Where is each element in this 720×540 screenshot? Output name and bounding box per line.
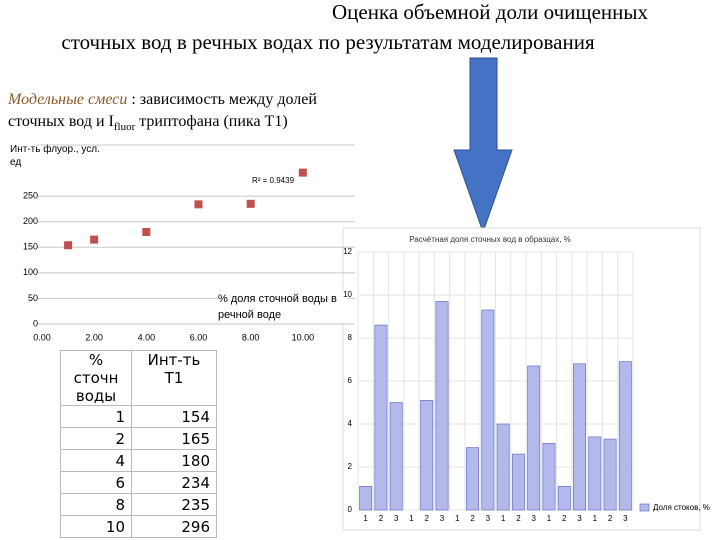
title-line: сточных вод в речных водах по результата… bbox=[61, 30, 595, 54]
chart-title: Расчётная доля сточных вод в образцах, % bbox=[409, 235, 571, 244]
x-tick-label: 3 bbox=[531, 514, 536, 523]
table-cell: 234 bbox=[131, 471, 217, 494]
y-tick-label: 6 bbox=[348, 376, 353, 385]
table-header: % сточн воды bbox=[60, 350, 132, 406]
subtitle: Модельные смеси: зависимость между долей bbox=[7, 91, 317, 108]
point bbox=[298, 168, 307, 177]
table-cell: 235 bbox=[131, 493, 217, 516]
table-cell: 296 bbox=[131, 515, 217, 538]
annotation: R² = 0.9439 bbox=[252, 176, 295, 185]
bar bbox=[603, 438, 617, 511]
title-line: Оценка объемной доли очищенных bbox=[332, 0, 648, 24]
x-tick-label: 1 bbox=[501, 514, 506, 523]
bar bbox=[466, 447, 480, 511]
x-tick-label: 0.00 bbox=[33, 332, 51, 342]
table-cell: 6 bbox=[60, 471, 132, 494]
subtitle: сточных вод и Ifluor триптофана (пика T1) bbox=[8, 113, 288, 133]
y-tick-label: 100 bbox=[23, 267, 38, 277]
x-tick-label: 3 bbox=[394, 514, 399, 523]
point bbox=[142, 227, 151, 236]
table-cell: 180 bbox=[131, 449, 217, 472]
y-tick-label: 0 bbox=[348, 505, 353, 514]
bar bbox=[588, 436, 602, 511]
subtitle-text: сточных вод и I bbox=[8, 113, 114, 130]
y-tick-label: 50 bbox=[28, 293, 38, 303]
x-tick-label: 2 bbox=[470, 514, 475, 523]
x-tick-label: 3 bbox=[577, 514, 582, 523]
data-table: % сточн воды Инт-ть T1 1 154 2 165 4 180 6 234 8 2… bbox=[60, 350, 217, 538]
point bbox=[194, 200, 203, 209]
y-tick-label: 200 bbox=[23, 216, 38, 226]
bar bbox=[573, 363, 586, 511]
x-tick-label: 1 bbox=[409, 514, 414, 523]
bar bbox=[542, 443, 556, 511]
x-tick-label: 1 bbox=[363, 514, 368, 523]
bar bbox=[389, 402, 403, 511]
bar bbox=[435, 301, 449, 511]
y-tick-label: 150 bbox=[23, 242, 38, 252]
bar bbox=[374, 324, 388, 511]
bar bbox=[511, 453, 525, 511]
y-tick-label: 12 bbox=[343, 247, 352, 256]
subtitle-lead: Модельные смеси bbox=[7, 91, 127, 108]
y-tick-label: 250 bbox=[23, 191, 38, 201]
bar bbox=[527, 365, 541, 511]
bar bbox=[618, 361, 632, 511]
x-tick-label: 2 bbox=[516, 514, 521, 523]
x-tick-label: 3 bbox=[440, 514, 445, 523]
x-tick-label: 1 bbox=[593, 514, 598, 523]
legend-label: Доля стоков, % bbox=[653, 503, 710, 512]
x-tick-label: 8.00 bbox=[242, 332, 260, 342]
x-tick-label: 10.00 bbox=[292, 332, 315, 342]
x-tick-label: 2 bbox=[425, 514, 430, 523]
bar bbox=[420, 400, 434, 511]
table-cell: 165 bbox=[131, 427, 217, 450]
x-tick-label: 3 bbox=[623, 514, 628, 523]
bar bbox=[481, 309, 495, 511]
legend-swatch bbox=[639, 503, 650, 512]
point bbox=[64, 241, 73, 250]
table-cell: 4 bbox=[60, 449, 132, 472]
x-axis-label-box: % доля сточной воды в речной воде bbox=[218, 291, 348, 323]
bar bbox=[496, 423, 510, 511]
x-axis-label: % доля сточной воды в речной воде bbox=[218, 291, 348, 323]
table-cell: 154 bbox=[131, 405, 217, 428]
y-axis-label-box: Инт-ть флуор., усл. ед bbox=[10, 144, 100, 168]
y-tick-label: 10 bbox=[343, 290, 352, 299]
bar bbox=[557, 486, 571, 511]
x-tick-label: 1 bbox=[547, 514, 552, 523]
y-tick-label: 8 bbox=[348, 333, 353, 342]
subtitle-sub: fluor bbox=[114, 121, 136, 133]
x-tick-label: 3 bbox=[486, 514, 491, 523]
y-tick-label: 2 bbox=[348, 462, 353, 471]
x-tick-label: 2 bbox=[608, 514, 613, 523]
table-cell: 10 bbox=[60, 515, 132, 538]
subtitle-text: триптофана (пика T1) bbox=[139, 113, 287, 130]
table-cell: 8 bbox=[60, 493, 132, 516]
subtitle-text: : зависимость между долей bbox=[131, 91, 317, 108]
point bbox=[90, 235, 99, 244]
x-tick-label: 2 bbox=[379, 514, 384, 523]
y-tick-label: 4 bbox=[348, 419, 353, 428]
x-tick-label: 1 bbox=[455, 514, 460, 523]
x-tick-label: 2.00 bbox=[85, 332, 103, 342]
x-tick-label: 6.00 bbox=[190, 332, 208, 342]
x-tick-label: 2 bbox=[562, 514, 567, 523]
bar bbox=[359, 486, 373, 511]
table-header: Инт-ть T1 bbox=[131, 350, 217, 406]
arrow bbox=[453, 57, 513, 234]
table-cell: 2 bbox=[60, 427, 132, 450]
y-tick-label: 0 bbox=[33, 318, 38, 328]
x-tick-label: 4.00 bbox=[138, 332, 156, 342]
table-cell: 1 bbox=[60, 405, 132, 428]
point bbox=[246, 199, 255, 208]
y-axis-label: Инт-ть флуор., усл. ед bbox=[10, 144, 100, 168]
